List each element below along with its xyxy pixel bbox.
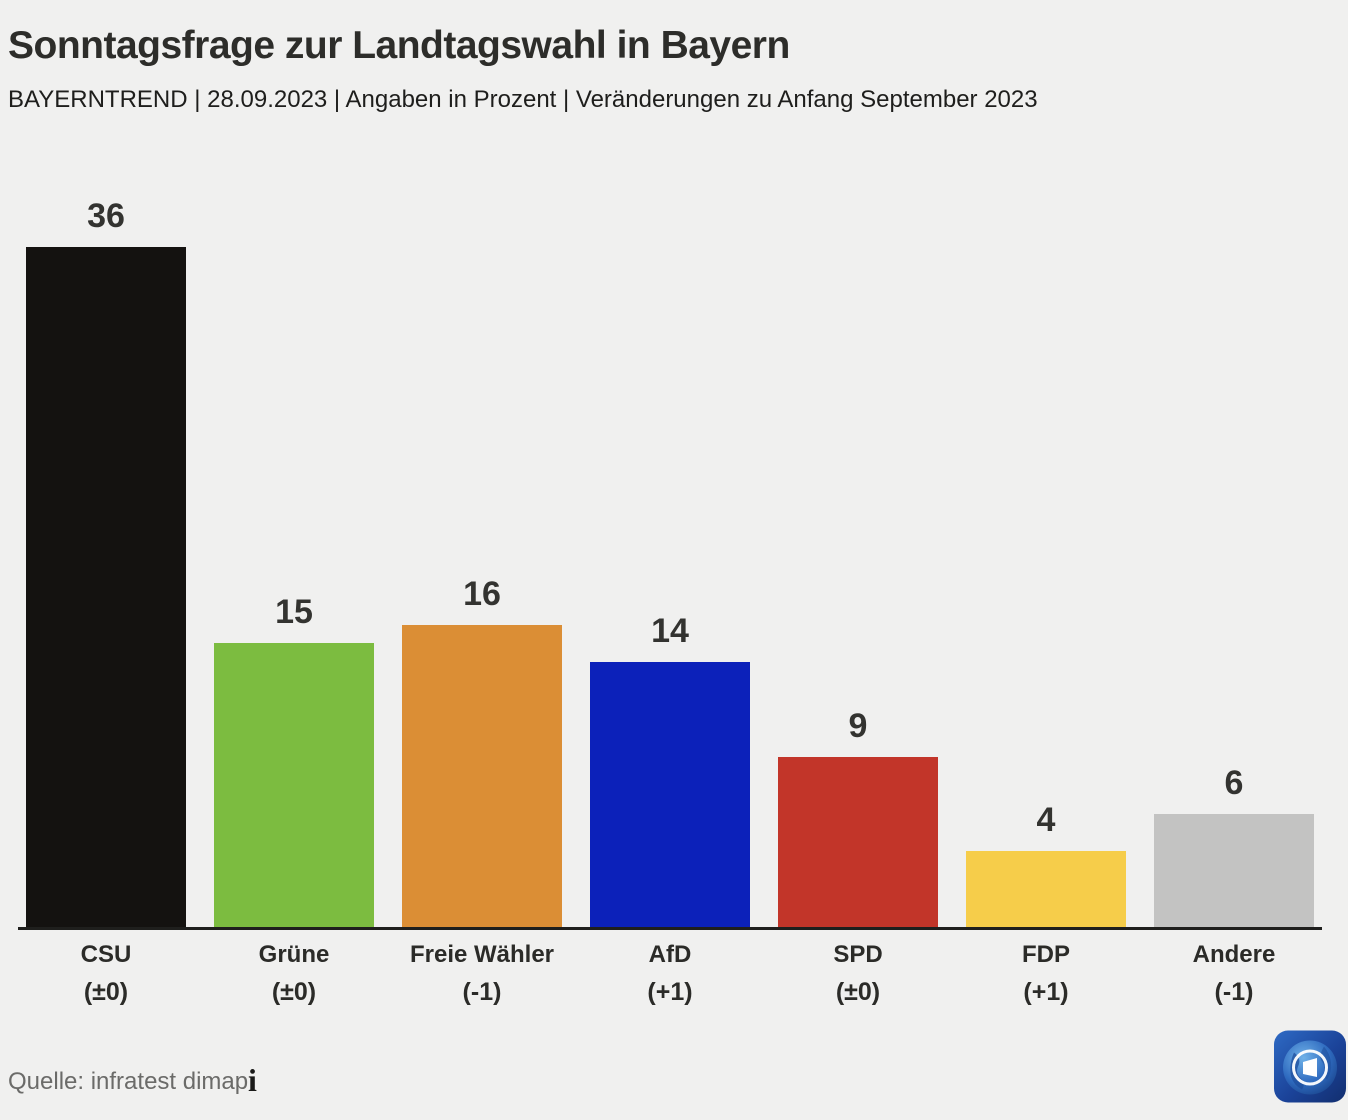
change-label-afd: (+1) bbox=[647, 978, 693, 1006]
change-label-andere: (-1) bbox=[1214, 978, 1254, 1006]
category-label-csu: CSU bbox=[80, 941, 132, 968]
bar-grune bbox=[214, 643, 374, 927]
x-axis-baseline bbox=[18, 927, 1322, 930]
change-label-freie-wahler: (-1) bbox=[462, 978, 502, 1006]
bar-andere bbox=[1154, 814, 1314, 927]
change-label-grune: (±0) bbox=[271, 978, 317, 1006]
ard-tagesschau-logo bbox=[1274, 1030, 1346, 1103]
category-label-freie-wahler: Freie Wähler bbox=[409, 941, 555, 968]
bar-csu bbox=[26, 247, 186, 927]
category-label-andere: Andere bbox=[1192, 941, 1276, 968]
bar-fdp bbox=[966, 851, 1126, 927]
category-label-grune: Grüne bbox=[258, 941, 330, 968]
bar-value-grune: 15 bbox=[275, 593, 313, 631]
bar-value-csu: 36 bbox=[87, 197, 125, 235]
bar-afd bbox=[590, 662, 750, 927]
page-subtitle: BAYERNTREND | 28.09.2023 | Angaben in Pr… bbox=[8, 86, 1038, 113]
source-caption: Quelle: infratest dimap bbox=[8, 1068, 249, 1095]
change-label-fdp: (+1) bbox=[1023, 978, 1069, 1006]
bar-spd bbox=[778, 757, 938, 927]
bar-value-freie-wahler: 16 bbox=[463, 575, 501, 613]
change-label-csu: (±0) bbox=[83, 978, 129, 1006]
bar-value-spd: 9 bbox=[848, 707, 868, 745]
page-title: Sonntagsfrage zur Landtagswahl in Bayern bbox=[8, 24, 790, 67]
bar-value-afd: 14 bbox=[651, 612, 689, 650]
category-label-spd: SPD bbox=[833, 941, 883, 968]
bar-value-fdp: 4 bbox=[1036, 801, 1056, 839]
category-label-afd: AfD bbox=[648, 941, 692, 968]
change-label-spd: (±0) bbox=[835, 978, 881, 1006]
category-label-fdp: FDP bbox=[1022, 941, 1070, 968]
info-icon[interactable]: i bbox=[248, 1062, 257, 1098]
bar-value-andere: 6 bbox=[1224, 764, 1244, 802]
bar-freie-wahler bbox=[402, 625, 562, 927]
